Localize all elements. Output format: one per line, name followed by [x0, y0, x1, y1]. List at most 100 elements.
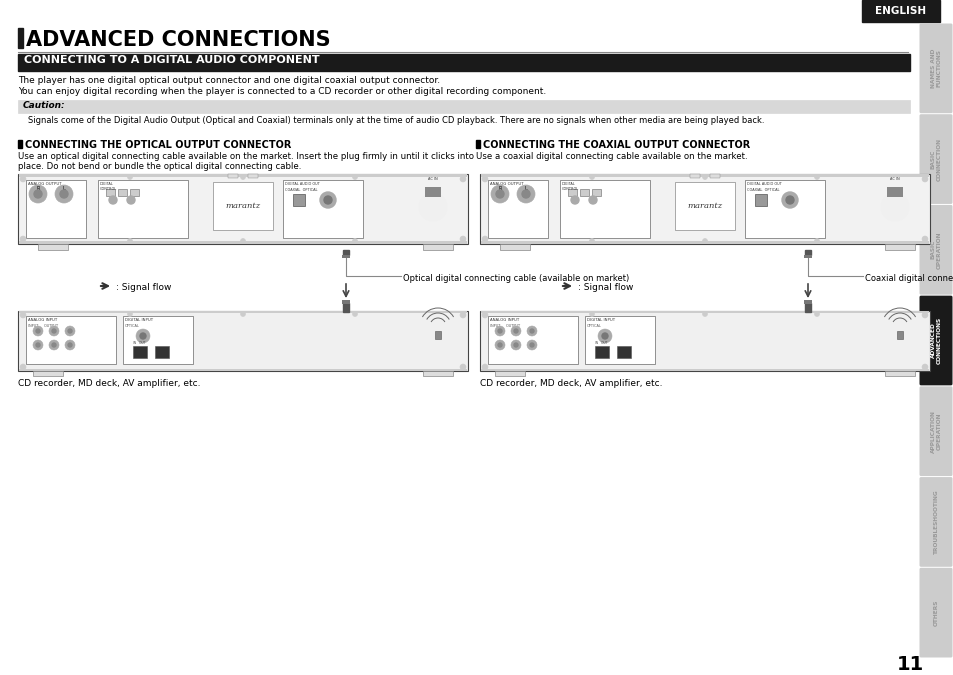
Text: CD recorder, MD deck, AV amplifier, etc.: CD recorder, MD deck, AV amplifier, etc.: [479, 379, 661, 388]
Bar: [476, 140, 479, 148]
Circle shape: [140, 333, 146, 339]
Circle shape: [495, 340, 504, 350]
Circle shape: [589, 238, 594, 244]
Circle shape: [514, 329, 517, 333]
Bar: [709, 174, 720, 178]
Text: COAXIAL  OPTICAL: COAXIAL OPTICAL: [285, 188, 317, 192]
Bar: [130, 189, 139, 196]
Circle shape: [29, 185, 47, 203]
Bar: [584, 316, 655, 364]
Circle shape: [49, 326, 59, 336]
Bar: [744, 180, 824, 238]
Circle shape: [459, 176, 465, 182]
Bar: [479, 174, 929, 244]
Circle shape: [324, 196, 332, 204]
Circle shape: [481, 236, 488, 242]
Bar: [479, 311, 929, 371]
Text: ANALOG OUTPUT: ANALOG OUTPUT: [28, 182, 62, 186]
Bar: [248, 174, 257, 178]
Text: Use a coaxial digital connecting cable available on the market.: Use a coaxial digital connecting cable a…: [476, 152, 747, 161]
Text: ADVANCED
CONNECTIONS: ADVANCED CONNECTIONS: [929, 317, 941, 364]
Bar: [283, 180, 363, 238]
Text: IN   OUT: IN OUT: [595, 341, 607, 345]
Circle shape: [497, 343, 501, 347]
Circle shape: [65, 326, 75, 336]
Bar: [26, 316, 116, 364]
Text: : Signal flow: : Signal flow: [116, 283, 172, 292]
FancyBboxPatch shape: [919, 386, 951, 476]
Bar: [18, 140, 22, 148]
Circle shape: [68, 343, 71, 347]
Circle shape: [526, 340, 537, 350]
Bar: [422, 371, 453, 376]
Bar: [19, 311, 467, 313]
Text: AC IN: AC IN: [889, 177, 899, 181]
Text: 11: 11: [896, 655, 923, 674]
Bar: [803, 300, 811, 304]
Text: AC IN: AC IN: [428, 177, 437, 181]
Circle shape: [128, 238, 132, 244]
Bar: [675, 182, 734, 230]
Text: COAXIAL  OPTICAL: COAXIAL OPTICAL: [746, 188, 779, 192]
Text: IN   OUT: IN OUT: [132, 341, 145, 345]
Text: DIGITAL AUDIO OUT: DIGITAL AUDIO OUT: [746, 182, 781, 186]
Text: Optical digital connecting cable (available on market): Optical digital connecting cable (availa…: [402, 274, 629, 283]
Bar: [424, 187, 440, 197]
Bar: [18, 28, 23, 48]
Text: APPLICATION
OPERATION: APPLICATION OPERATION: [929, 410, 941, 453]
Circle shape: [49, 340, 59, 350]
Bar: [118, 189, 127, 196]
Circle shape: [814, 238, 819, 244]
Text: CD recorder, MD deck, AV amplifier, etc.: CD recorder, MD deck, AV amplifier, etc.: [18, 379, 200, 388]
Text: NAMES AND
FUNCTIONS: NAMES AND FUNCTIONS: [929, 49, 941, 88]
Circle shape: [240, 175, 245, 180]
Text: CONNECTING TO A DIGITAL AUDIO COMPONENT: CONNECTING TO A DIGITAL AUDIO COMPONENT: [24, 55, 319, 65]
Circle shape: [701, 311, 707, 317]
Circle shape: [921, 312, 927, 318]
Circle shape: [526, 326, 537, 336]
Circle shape: [511, 340, 520, 350]
Bar: [18, 100, 909, 113]
Circle shape: [481, 312, 488, 318]
Text: CONNECTING THE OPTICAL OUTPUT CONNECTOR: CONNECTING THE OPTICAL OUTPUT CONNECTOR: [25, 140, 291, 150]
Text: DIGITAL AUDIO OUT: DIGITAL AUDIO OUT: [285, 182, 319, 186]
Circle shape: [68, 329, 71, 333]
Text: Caution:: Caution:: [23, 101, 66, 110]
Text: BASIC
OPERATION: BASIC OPERATION: [929, 231, 941, 269]
Circle shape: [52, 329, 56, 333]
Circle shape: [588, 196, 597, 204]
Text: L: L: [524, 186, 527, 191]
Bar: [18, 311, 468, 371]
Bar: [884, 371, 914, 376]
Bar: [228, 174, 237, 178]
Bar: [19, 241, 467, 244]
Circle shape: [589, 311, 594, 317]
Bar: [884, 244, 914, 250]
Bar: [617, 346, 630, 358]
Text: : Signal flow: : Signal flow: [578, 283, 633, 292]
Bar: [480, 241, 928, 244]
Circle shape: [459, 312, 465, 318]
FancyBboxPatch shape: [919, 114, 951, 204]
Text: DIGITAL INPUT: DIGITAL INPUT: [125, 318, 153, 322]
Text: place. Do not bend or bundle the optical digital connecting cable.: place. Do not bend or bundle the optical…: [18, 162, 301, 171]
Text: L: L: [63, 186, 66, 191]
Text: INPUT     OUTPUT: INPUT OUTPUT: [28, 324, 58, 328]
Bar: [213, 182, 273, 230]
Bar: [689, 174, 700, 178]
Bar: [495, 371, 524, 376]
Circle shape: [128, 175, 132, 180]
Bar: [480, 311, 928, 313]
Bar: [33, 371, 63, 376]
Text: You can enjoy digital recording when the player is connected to a CD recorder or: You can enjoy digital recording when the…: [18, 87, 546, 96]
Bar: [19, 174, 467, 177]
Circle shape: [497, 329, 501, 333]
Text: R: R: [36, 186, 40, 191]
Text: DIGITAL
CONTROL: DIGITAL CONTROL: [561, 182, 578, 190]
Circle shape: [109, 196, 117, 204]
Bar: [488, 316, 578, 364]
Bar: [595, 346, 608, 358]
FancyBboxPatch shape: [919, 296, 951, 385]
Bar: [38, 244, 68, 250]
Circle shape: [33, 326, 43, 336]
